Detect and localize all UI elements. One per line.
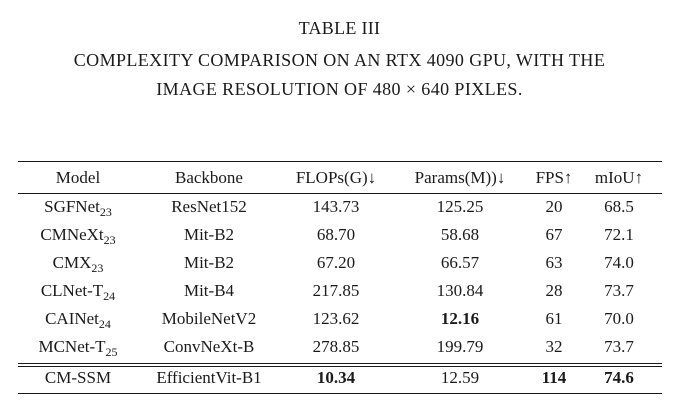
model-name: MCNet-T [38, 337, 106, 356]
cell-miou: 73.7 [604, 281, 634, 300]
cell-miou: 74.6 [604, 368, 634, 387]
header-model: Model [55, 168, 101, 187]
table-caption-title: TABLE III [298, 18, 381, 38]
table-header-rule [18, 193, 662, 194]
model-subscript: 23 [91, 261, 104, 275]
cell-flops: 278.85 [312, 337, 360, 356]
cell-model: MCNet-T25 [18, 337, 138, 359]
cell-model: CM-SSM [44, 368, 112, 387]
model-name: CAINet [45, 309, 99, 328]
header-backbone: Backbone [175, 168, 243, 187]
cell-params: 12.59 [440, 368, 480, 387]
header-fps: FPS↑ [535, 168, 573, 187]
cell-fps: 67 [545, 225, 563, 244]
model-name: CMNeXt [40, 225, 104, 244]
cell-params: 58.68 [440, 225, 480, 244]
cell-fps: 28 [545, 281, 563, 300]
cell-miou: 72.1 [604, 225, 634, 244]
model-name: SGFNet [44, 197, 100, 216]
cell-fps: 32 [545, 337, 563, 356]
cell-flops: 217.85 [312, 281, 360, 300]
table-header-row: Model Backbone FLOPs(G)↓ Params(M))↓ FPS… [0, 168, 679, 194]
model-subscript: 24 [98, 317, 111, 331]
cell-backbone: MobileNetV2 [161, 309, 257, 328]
cell-params: 130.84 [436, 281, 484, 300]
cell-fps: 114 [541, 368, 567, 387]
table-row: CMX23 Mit-B2 67.20 66.57 63 74.0 [0, 253, 679, 279]
header-miou: mIoU↑ [594, 168, 644, 187]
cell-fps: 20 [545, 197, 563, 216]
cell-fps: 61 [545, 309, 563, 328]
model-name: CMX [52, 253, 92, 272]
table-caption-line-1: COMPLEXITY COMPARISON ON AN RTX 4090 GPU… [73, 50, 606, 70]
cell-flops: 10.34 [316, 368, 356, 387]
table-double-rule-lower [18, 366, 662, 367]
table-row: MCNet-T25 ConvNeXt-B 278.85 199.79 32 73… [0, 337, 679, 363]
table-row-proposed: CM-SSM EfficientVit-B1 10.34 12.59 114 7… [0, 368, 679, 394]
cell-miou: 70.0 [604, 309, 634, 328]
cell-params: 125.25 [436, 197, 484, 216]
table-double-rule-upper [18, 363, 662, 364]
cell-backbone: EfficientVit-B1 [156, 368, 262, 387]
cell-flops: 123.62 [312, 309, 360, 328]
cell-backbone: ConvNeXt-B [163, 337, 255, 356]
cell-backbone: Mit-B2 [183, 253, 235, 272]
cell-miou: 68.5 [604, 197, 634, 216]
table-row: CAINet24 MobileNetV2 123.62 12.16 61 70.… [0, 309, 679, 335]
cell-params: 12.16 [440, 309, 480, 328]
cell-miou: 74.0 [604, 253, 634, 272]
cell-model: CMX23 [18, 253, 138, 275]
cell-model: SGFNet23 [18, 197, 138, 219]
table-row: SGFNet23 ResNet152 143.73 125.25 20 68.5 [0, 197, 679, 223]
table-row: CMNeXt23 Mit-B2 68.70 58.68 67 72.1 [0, 225, 679, 251]
cell-backbone: ResNet152 [171, 197, 247, 216]
table-top-rule [18, 161, 662, 162]
header-params: Params(M))↓ [414, 168, 506, 187]
cell-flops: 68.70 [316, 225, 356, 244]
cell-params: 66.57 [440, 253, 480, 272]
cell-model: CAINet24 [18, 309, 138, 331]
cell-backbone: Mit-B2 [183, 225, 235, 244]
cell-model: CLNet-T24 [18, 281, 138, 303]
model-subscript: 23 [103, 233, 116, 247]
cell-model: CMNeXt23 [18, 225, 138, 247]
model-subscript: 25 [105, 345, 118, 359]
model-name: CLNet-T [40, 281, 104, 300]
cell-backbone: Mit-B4 [183, 281, 235, 300]
table-row: CLNet-T24 Mit-B4 217.85 130.84 28 73.7 [0, 281, 679, 307]
cell-fps: 63 [545, 253, 563, 272]
cell-flops: 143.73 [312, 197, 360, 216]
model-subscript: 24 [103, 289, 116, 303]
cell-flops: 67.20 [316, 253, 356, 272]
table-bottom-rule [18, 393, 662, 394]
table-caption-line-2: IMAGE RESOLUTION OF 480 × 640 PIXLES. [156, 79, 523, 99]
header-flops: FLOPs(G)↓ [295, 168, 377, 187]
model-subscript: 23 [99, 205, 112, 219]
cell-params: 199.79 [436, 337, 484, 356]
cell-miou: 73.7 [604, 337, 634, 356]
